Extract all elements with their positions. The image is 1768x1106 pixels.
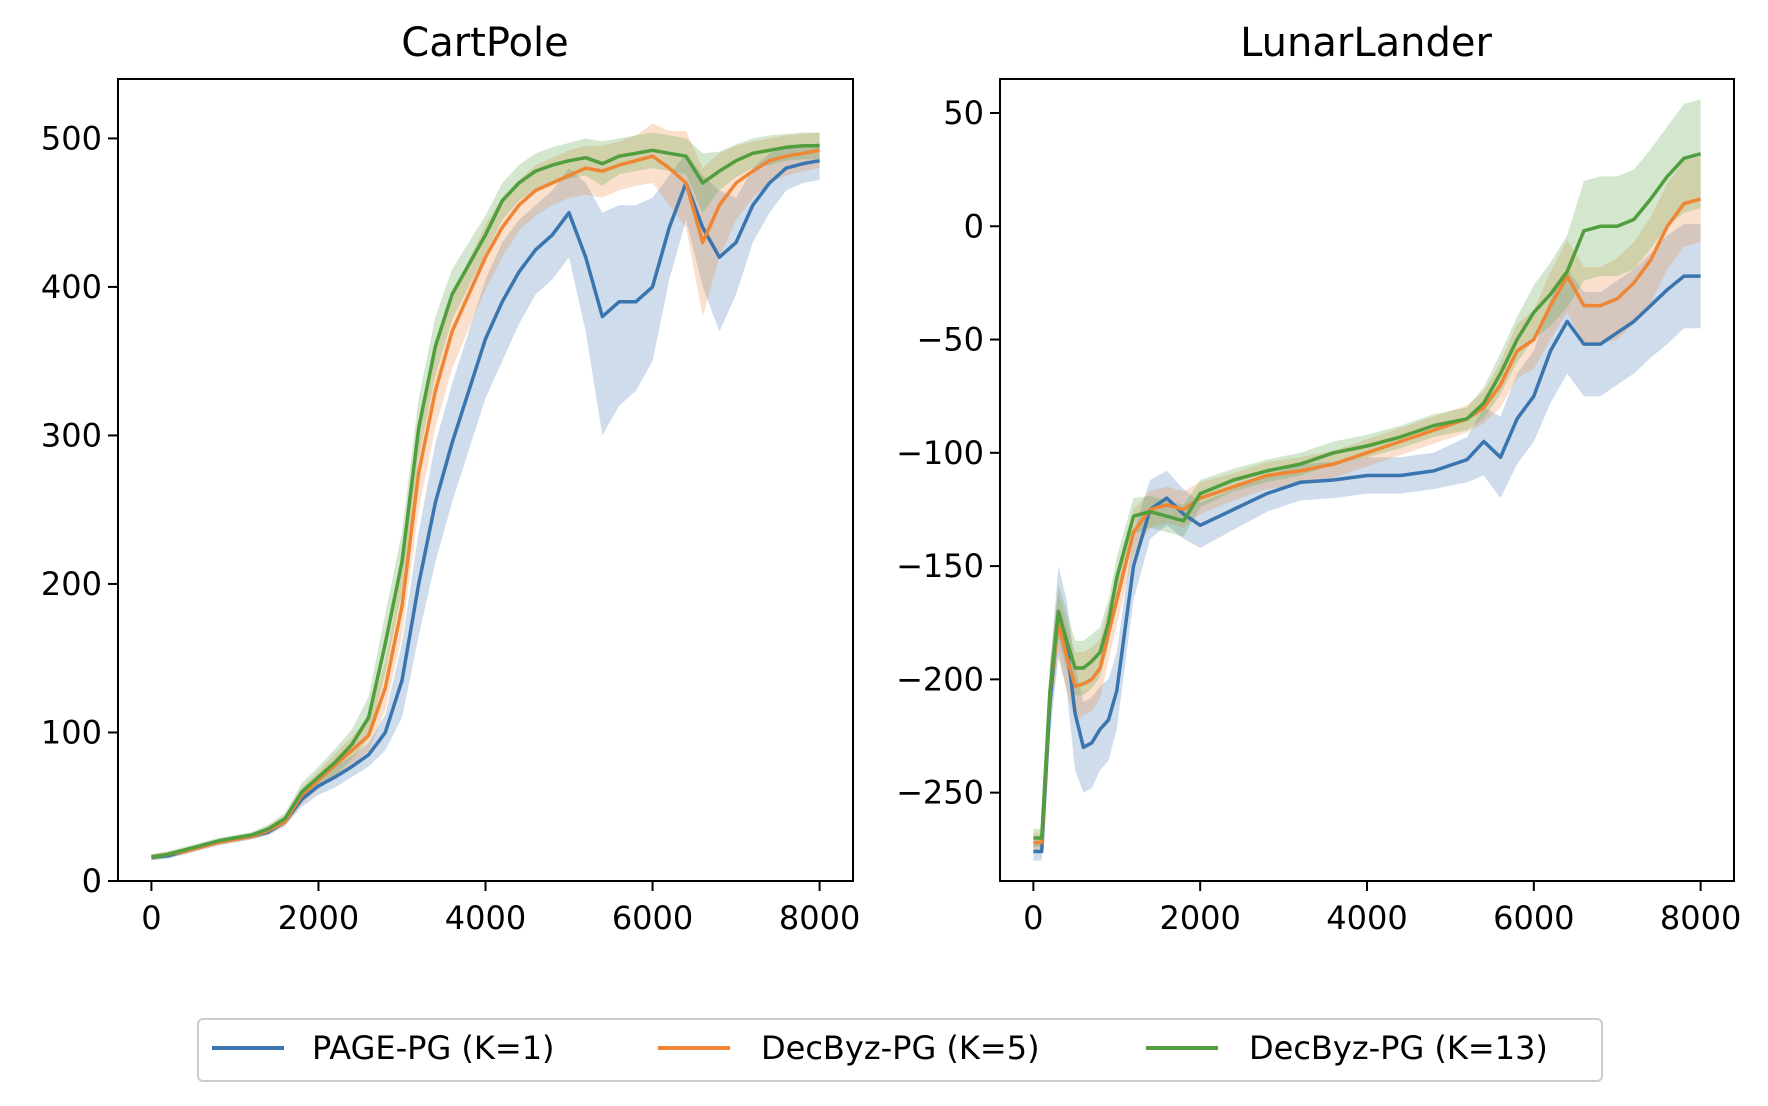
legend-entry-decbyz-k5: DecByz-PG (K=5) — [658, 1029, 1040, 1067]
lunarlander-line-decbyz-k5 — [1033, 197, 1702, 845]
lunarlander-line-page-pg — [1033, 274, 1701, 854]
lunarlander-ytick-label: −50 — [916, 321, 984, 359]
lunarlander-band-page-pg — [1033, 224, 1701, 861]
lunarlander-xtick-label: 0 — [1023, 899, 1043, 937]
cartpole-plot-frame — [117, 78, 854, 882]
lunarlander-ytick-label: −100 — [896, 434, 984, 472]
cartpole-xtick-label: 2000 — [278, 899, 359, 937]
lunarlander-ytick-label: 50 — [943, 94, 984, 132]
cartpole-xtick-label: 4000 — [445, 899, 526, 937]
cartpole-xtick-label: 8000 — [779, 899, 860, 937]
lunarlander-ytick-label: −200 — [896, 660, 984, 698]
lunarlander-band-decbyz-k5 — [1033, 156, 1701, 852]
lunarlander-bands — [1033, 99, 1701, 861]
cartpole-lines — [151, 144, 820, 859]
lunarlander-plot-frame — [999, 78, 1735, 882]
cartpole-xtick-label: 6000 — [612, 899, 693, 937]
cartpole-bands — [151, 123, 820, 861]
legend-entry-page-pg: PAGE-PG (K=1) — [212, 1029, 555, 1067]
legend-entry-decbyz-k13: DecByz-PG (K=13) — [1146, 1029, 1548, 1067]
legend: PAGE-PG (K=1) DecByz-PG (K=5) DecByz-PG … — [197, 1018, 1603, 1082]
lunarlander-line-decbyz-k13 — [1033, 152, 1702, 840]
cartpole-line-decbyz-k13 — [151, 144, 820, 859]
cartpole-panel: CartPole 0 2000 4000 6000 8000 0 100 200 300 400 5… — [41, 20, 860, 937]
lunarlander-title: LunarLander — [1240, 20, 1492, 66]
cartpole-ticks: 0 2000 4000 6000 8000 0 100 200 300 400 500 — [41, 119, 860, 937]
lunarlander-ticks: 0 2000 4000 6000 8000 50 0 −50 −100 −150 −200 −250 — [896, 94, 1741, 937]
lunarlander-xtick-label: 4000 — [1326, 899, 1407, 937]
cartpole-ytick-label: 100 — [41, 713, 102, 751]
lunarlander-band-decbyz-k13 — [1033, 99, 1701, 847]
cartpole-ytick-label: 200 — [41, 565, 102, 603]
legend-label-decbyz-k13: DecByz-PG (K=13) — [1249, 1029, 1548, 1067]
cartpole-xtick-label: 0 — [141, 899, 161, 937]
cartpole-title: CartPole — [401, 20, 568, 66]
lunarlander-xtick-label: 8000 — [1660, 899, 1741, 937]
lunarlander-lines — [1033, 152, 1702, 854]
legend-label-page-pg: PAGE-PG (K=1) — [312, 1029, 555, 1067]
cartpole-ytick-label: 400 — [41, 268, 102, 306]
lunarlander-ytick-label: −250 — [896, 774, 984, 812]
cartpole-ytick-label: 300 — [41, 416, 102, 454]
cartpole-ytick-label: 0 — [82, 862, 102, 900]
legend-label-decbyz-k5: DecByz-PG (K=5) — [761, 1029, 1040, 1067]
lunarlander-xtick-label: 2000 — [1159, 899, 1240, 937]
legend-box — [197, 1018, 1603, 1082]
cartpole-band-page-pg — [151, 142, 820, 861]
cartpole-ytick-label: 500 — [41, 119, 102, 157]
cartpole-band-decbyz-k5 — [151, 123, 820, 861]
lunarlander-ytick-label: 0 — [964, 207, 984, 245]
lunarlander-xtick-label: 6000 — [1493, 899, 1574, 937]
lunarlander-panel: LunarLander 0 2000 4000 6000 8000 50 0 −50 −100 −… — [896, 20, 1741, 937]
lunarlander-ytick-label: −150 — [896, 547, 984, 585]
